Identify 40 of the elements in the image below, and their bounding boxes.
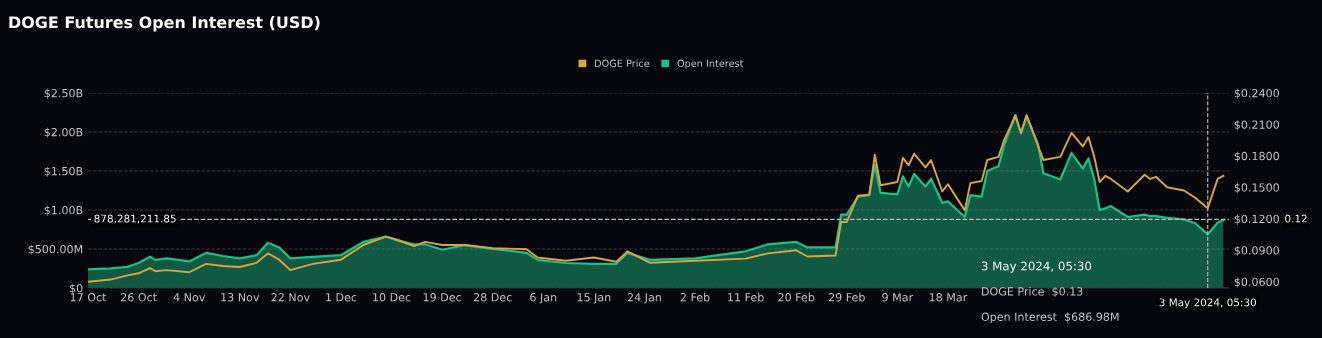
x-tick-label: 4 Nov [173,293,206,302]
annotation: DOGE Price $0.13 [982,286,1083,298]
x-tick-label: 13 Nov [221,293,260,302]
x-tick-label: 11 Feb [728,292,764,302]
y2-tick-label: $0.0600 [1234,277,1279,288]
x-tick-label: 10 Dec [373,293,411,302]
y-tick-label: $1.00B [44,205,83,216]
y-tick-label: $2.50B [44,88,83,99]
y2-tick-label: $0.1800 [1234,151,1279,162]
x-tick-label: 1 Dec [326,293,357,302]
x-tick-label: 19 Dec [423,293,462,302]
legend-label: DOGE Price [595,59,650,67]
x-tick-label: 18 Mar [929,293,968,302]
x-tick-label: 22 Nov [271,293,310,302]
y2-tick-label: $0.0900 [1234,246,1279,257]
y-tick-label: $1.50B [44,166,83,177]
y-tick-label: $2.00B [44,127,83,138]
ref-line-label: 3 May 2024, 05:30 [1159,298,1257,309]
x-tick-label: 20 Feb [778,292,815,302]
x-tick-label: 6 Jan [530,293,557,304]
text: Open Interest $686.98M [981,312,1119,324]
x-tick-label: 2 Feb [680,292,710,302]
x-tick-label: 26 Oct [121,293,157,302]
y2-tick-label: $0.2400 [1234,88,1279,99]
chart-title: DOGE Futures Open Interest (USD) [9,15,320,32]
x-tick-label: 9 Mar [882,293,914,302]
ref-line-label: 878,281,211.85 [94,214,176,224]
x-tick-label: 24 Jan [627,293,661,304]
x-tick-label: 29 Feb [828,292,865,302]
x-tick-label: 17 Oct [70,293,107,302]
x-tick-label: 28 Dec [473,293,512,302]
text: 0.12 [1285,214,1307,223]
legend-label: Open Interest [677,59,744,69]
annotation: 3 May 2024, 05:30 [981,261,1092,273]
y-tick-label: $0 [69,283,83,294]
y2-tick-label: $0.2100 [1234,120,1279,131]
y-tick-label: $500.00M [28,244,83,255]
y2-tick-label: $0.1200 [1234,214,1279,225]
y2-tick-label: $0.1500 [1234,183,1279,194]
x-tick-label: 15 Jan [577,293,611,304]
